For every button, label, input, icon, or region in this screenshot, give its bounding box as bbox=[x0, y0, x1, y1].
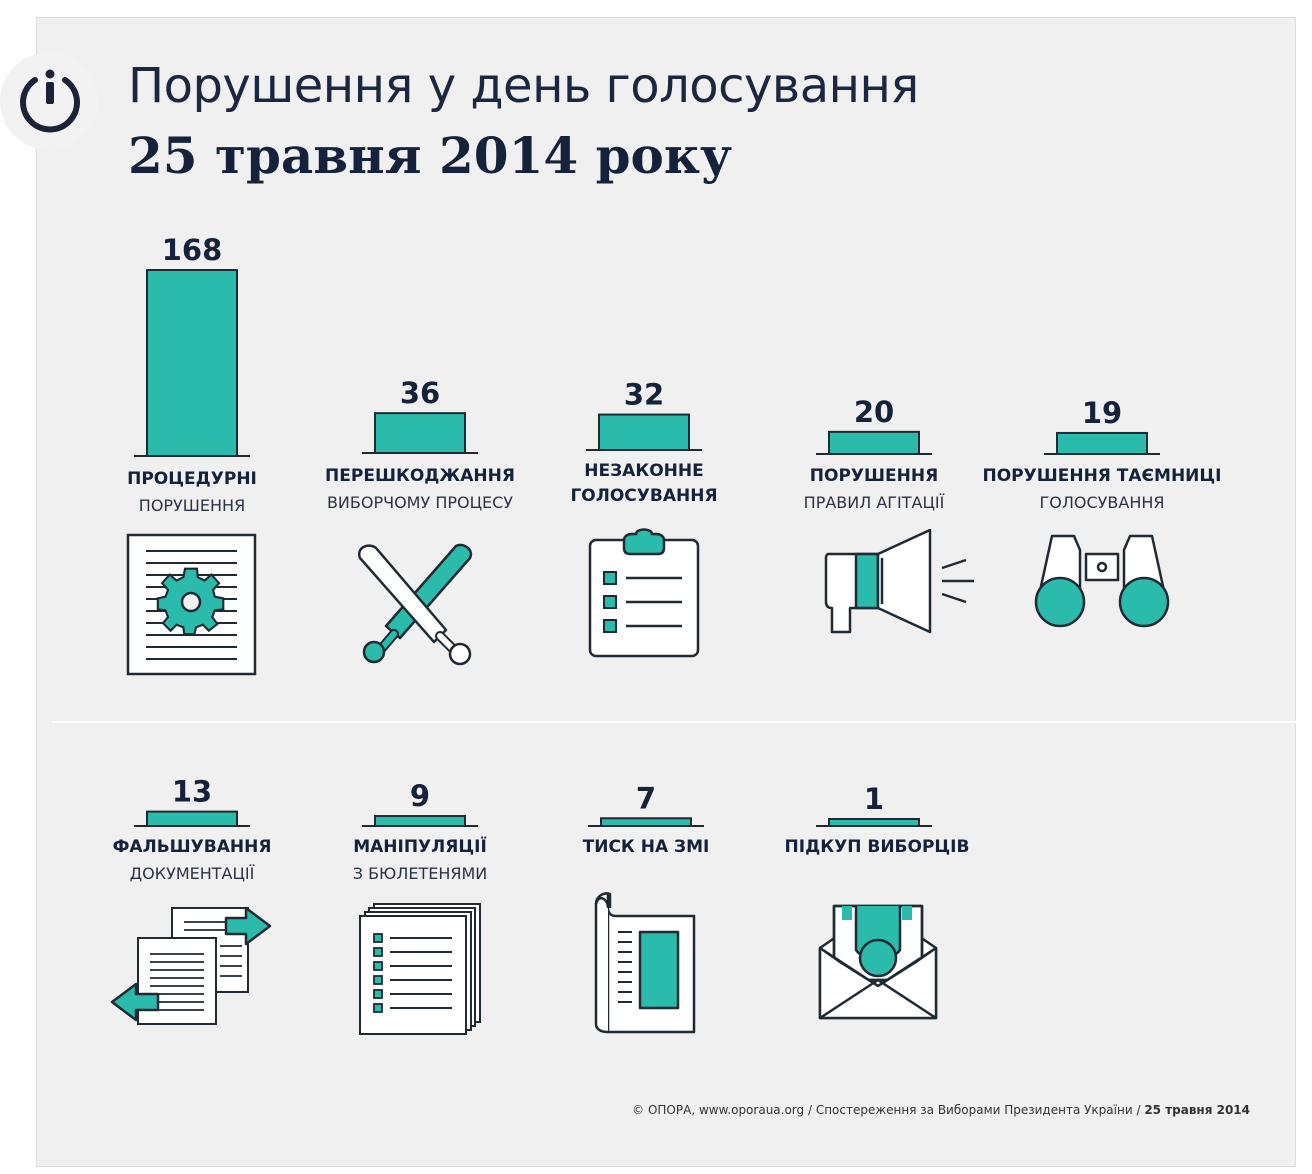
violations-bar-chart: 168 36 32 20 19 13 9 7 1 bbox=[134, 233, 1160, 827]
category-subtitle: ГОЛОСУВАННЯ bbox=[1039, 493, 1165, 512]
bar-value-label: 13 bbox=[172, 775, 212, 809]
bar-value-label: 7 bbox=[636, 781, 656, 815]
category-label-vote-buying: ПІДКУП ВИБОРЦІВ bbox=[757, 837, 997, 857]
category-title-2: ГОЛОСУВАННЯ bbox=[570, 486, 718, 506]
bar-value-label: 36 bbox=[400, 376, 440, 410]
category-title: ПРОЦЕДУРНІ bbox=[127, 469, 257, 489]
bar-value-label: 32 bbox=[624, 378, 664, 412]
category-subtitle: ДОКУМЕНТАЦІЇ bbox=[129, 864, 255, 883]
power-info-logo-icon bbox=[20, 69, 80, 133]
bar-value-label: 168 bbox=[162, 233, 223, 267]
bar-7 bbox=[374, 815, 466, 827]
bar-3 bbox=[598, 413, 690, 452]
category-title: ПІДКУП ВИБОРЦІВ bbox=[784, 837, 970, 857]
bar-6 bbox=[146, 810, 238, 827]
document-gear-icon bbox=[126, 533, 257, 676]
category-subtitle: ВИБОРЧОМУ ПРОЦЕСУ bbox=[326, 493, 514, 512]
category-label-secrecy: ПОРУШЕННЯ ТАЄМНИЦІ ГОЛОСУВАННЯ bbox=[982, 466, 1222, 512]
footer-source: © ОПОРА, www.oporaua.org / Спостереження… bbox=[632, 1103, 1141, 1117]
category-title: ПОРУШЕННЯ ТАЄМНИЦІ bbox=[982, 466, 1222, 486]
clipboard-icon bbox=[588, 528, 700, 658]
category-title: ТИСК НА ЗМІ bbox=[582, 837, 710, 857]
page-subtitle-date: 25 травня 2014 року bbox=[128, 126, 733, 185]
bar-5 bbox=[1056, 431, 1148, 456]
category-label-illegal-voting: НЕЗАКОННЕ ГОЛОСУВАННЯ bbox=[524, 461, 764, 506]
footer-date: 25 травня 2014 bbox=[1144, 1103, 1250, 1117]
binoculars-icon bbox=[1034, 534, 1170, 628]
page-title: Порушення у день голосування bbox=[128, 58, 919, 114]
bar-value-label: 19 bbox=[1082, 396, 1122, 430]
category-title: ПОРУШЕННЯ bbox=[809, 466, 939, 486]
bar-8 bbox=[600, 817, 692, 827]
category-title: ПЕРЕШКОДЖАННЯ bbox=[325, 466, 515, 486]
ballots-stack-icon bbox=[359, 903, 481, 1035]
bar-2 bbox=[374, 412, 466, 454]
source-footer: © ОПОРА, www.oporaua.org / Спостереження… bbox=[632, 1103, 1250, 1117]
bar-9 bbox=[828, 818, 920, 827]
category-subtitle: ПОРУШЕННЯ bbox=[138, 496, 246, 515]
category-title: МАНІПУЛЯЦІЇ bbox=[353, 837, 487, 857]
category-label-campaign-rules: ПОРУШЕННЯ ПРАВИЛ АГІТАЦІЇ bbox=[754, 466, 994, 512]
category-title: НЕЗАКОННЕ bbox=[584, 461, 704, 481]
category-label-falsification: ФАЛЬШУВАННЯ ДОКУМЕНТАЦІЇ bbox=[72, 837, 312, 883]
category-label-procedural: ПРОЦЕДУРНІ ПОРУШЕННЯ bbox=[72, 469, 312, 515]
documents-swap-icon bbox=[110, 906, 272, 1025]
bar-4 bbox=[828, 430, 920, 456]
category-label-media-pressure: ТИСК НА ЗМІ bbox=[526, 837, 766, 857]
bar-value-label: 9 bbox=[410, 779, 430, 813]
category-title: ФАЛЬШУВАННЯ bbox=[112, 837, 272, 857]
category-label-ballot-manipulation: МАНІПУЛЯЦІЇ З БЮЛЕТЕНЯМИ bbox=[300, 837, 540, 883]
money-envelope-icon bbox=[818, 904, 938, 1020]
bar-1 bbox=[146, 269, 238, 457]
bar-value-label: 1 bbox=[864, 782, 884, 816]
category-subtitle: З БЮЛЕТЕНЯМИ bbox=[352, 864, 488, 883]
newspaper-icon bbox=[594, 892, 696, 1034]
category-subtitle: ПРАВИЛ АГІТАЦІЇ bbox=[803, 493, 945, 512]
bar-value-label: 20 bbox=[854, 395, 894, 429]
crossed-bats-icon bbox=[357, 543, 473, 666]
megaphone-icon bbox=[824, 528, 974, 634]
section-divider bbox=[52, 721, 1296, 723]
category-label-obstruction: ПЕРЕШКОДЖАННЯ ВИБОРЧОМУ ПРОЦЕСУ bbox=[300, 466, 540, 512]
